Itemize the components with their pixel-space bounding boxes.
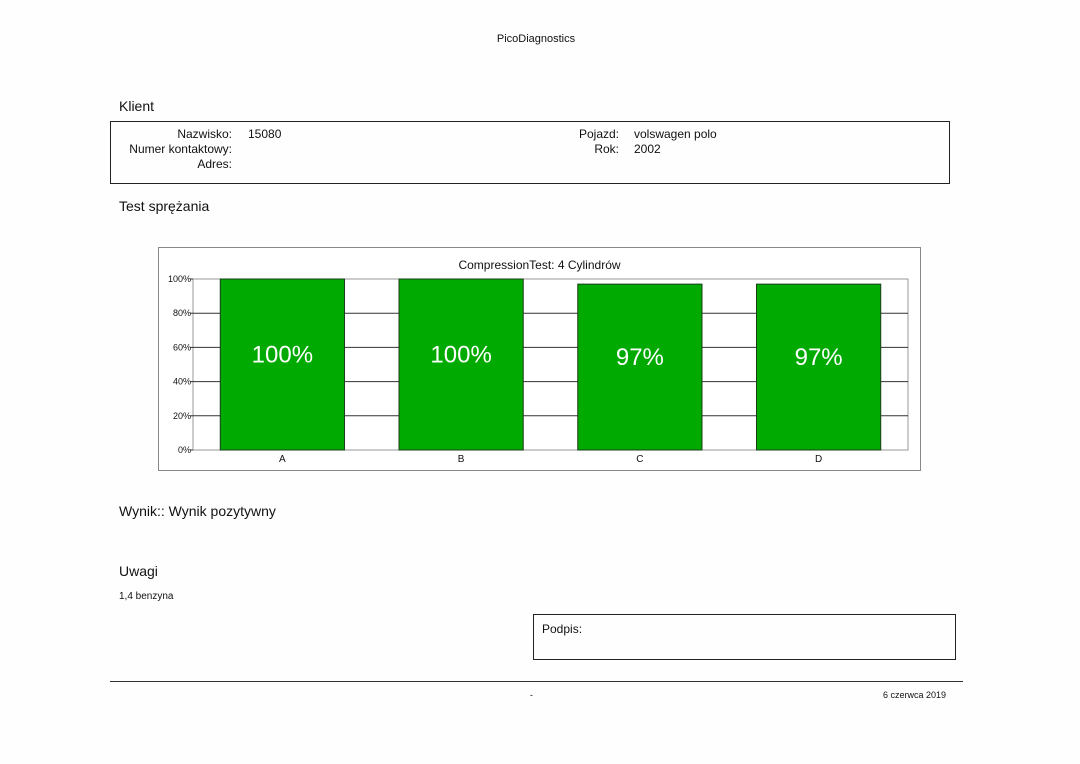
signature-label: Podpis: xyxy=(542,622,583,636)
bar-value-label: 97% xyxy=(616,344,664,371)
footer-date: 6 czerwca 2019 xyxy=(882,690,946,700)
x-tick-label: D xyxy=(815,454,822,465)
bar-b xyxy=(398,278,524,451)
bar-value-label: 97% xyxy=(795,344,843,371)
bar-a xyxy=(219,278,345,451)
footer-center: - xyxy=(530,690,533,700)
report-title: PicoDiagnostics xyxy=(496,33,576,45)
y-tick-label: 80% xyxy=(173,308,191,318)
signature-box xyxy=(533,614,956,660)
client-info-box xyxy=(110,121,950,184)
y-tick-label: 100% xyxy=(168,274,191,284)
x-tick-label: B xyxy=(458,454,465,465)
result-text: Wynik:: Wynik pozytywny xyxy=(119,503,276,519)
notes-section-title: Uwagi xyxy=(119,563,158,579)
bar-value-label: 100% xyxy=(252,342,313,369)
y-tick-label: 0% xyxy=(178,445,191,455)
bar-c xyxy=(577,283,703,451)
year-value: 2002 xyxy=(634,142,661,156)
chart-title: CompressionTest: 4 Cylindrów xyxy=(458,258,621,272)
phone-label: Numer kontaktowy: xyxy=(129,142,232,156)
name-value: 15080 xyxy=(248,127,282,141)
y-tick-label: 20% xyxy=(173,411,191,421)
name-label: Nazwisko: xyxy=(177,127,232,141)
vehicle-label: Pojazd: xyxy=(578,127,619,141)
x-tick-label: A xyxy=(279,454,286,465)
bar-d xyxy=(756,283,882,451)
x-tick-label: C xyxy=(636,454,643,465)
test-section-title: Test sprężania xyxy=(119,198,210,214)
vehicle-value: volswagen polo xyxy=(634,127,717,141)
y-tick-label: 40% xyxy=(173,377,191,387)
year-label: Rok: xyxy=(594,142,619,156)
y-tick-label: 60% xyxy=(173,342,191,352)
address-label: Adres: xyxy=(197,157,232,171)
bar-value-label: 100% xyxy=(430,342,491,369)
client-section-title: Klient xyxy=(119,98,155,114)
footer-divider xyxy=(110,681,963,682)
notes-text: 1,4 benzyna xyxy=(119,591,174,602)
